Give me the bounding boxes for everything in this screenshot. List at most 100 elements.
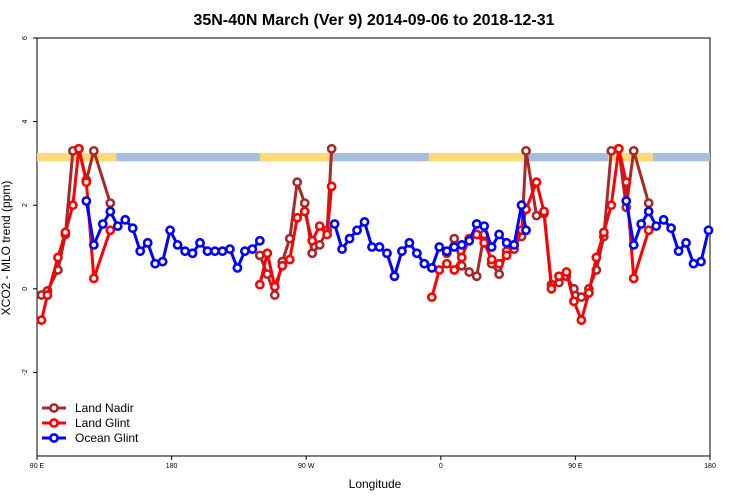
legend-label: Land Nadir — [75, 401, 134, 415]
data-point — [688, 258, 699, 269]
data-point — [344, 233, 355, 244]
data-point — [576, 315, 587, 326]
data-point — [486, 242, 497, 252]
y-tick-label: 6 — [22, 36, 29, 40]
data-point — [494, 269, 505, 280]
data-point — [643, 198, 654, 209]
data-point — [299, 198, 310, 209]
data-point — [195, 237, 205, 248]
data-point — [88, 240, 99, 250]
data-point — [501, 237, 512, 248]
data-point — [509, 240, 519, 250]
data-point — [150, 258, 161, 269]
data-point — [105, 225, 116, 236]
data-point — [606, 200, 617, 211]
data-point — [262, 269, 273, 280]
data-point — [666, 223, 677, 234]
data-point — [434, 265, 445, 275]
series-line — [430, 147, 651, 322]
ocean-band — [37, 152, 710, 162]
x-tick-label: 90 W — [298, 463, 315, 470]
x-tick-label: 180 — [704, 463, 716, 470]
data-point — [210, 246, 220, 257]
data-point — [165, 225, 176, 236]
data-point — [97, 219, 108, 229]
legend-marker — [49, 418, 59, 428]
data-point — [561, 267, 572, 277]
data-point — [628, 273, 639, 284]
data-point — [426, 262, 437, 273]
data-point — [516, 200, 527, 211]
data-point — [135, 246, 146, 257]
data-point — [359, 217, 370, 227]
data-point — [419, 258, 430, 269]
data-point — [374, 242, 385, 252]
data-point — [284, 254, 295, 265]
x-axis-label: Longitude — [349, 477, 402, 491]
data-point — [217, 246, 228, 257]
legend-label: Land Glint — [75, 416, 130, 430]
data-point — [277, 260, 288, 271]
data-point — [449, 233, 460, 244]
x-tick-label: 0 — [439, 463, 443, 470]
data-point — [254, 250, 265, 261]
data-point — [426, 292, 437, 303]
data-point — [269, 281, 280, 292]
x-tick-label: 180 — [166, 463, 178, 470]
land-band-segment — [259, 152, 332, 162]
data-point — [643, 225, 654, 236]
data-point — [546, 283, 557, 294]
data-point — [67, 200, 78, 211]
data-point — [326, 143, 337, 154]
data-point — [658, 214, 669, 225]
series-line — [624, 200, 710, 266]
data-point — [322, 229, 333, 240]
data-point — [576, 292, 587, 303]
legend-label: Ocean Glint — [75, 431, 139, 445]
data-point — [314, 221, 325, 231]
data-point — [292, 177, 303, 188]
data-point — [367, 242, 377, 252]
data-point — [696, 256, 706, 267]
data-point — [628, 240, 639, 250]
series-group — [36, 143, 714, 326]
data-point — [382, 248, 392, 259]
data-point — [73, 143, 84, 154]
data-point — [36, 315, 47, 326]
data-point — [521, 225, 531, 236]
data-point — [643, 206, 654, 217]
data-point — [42, 290, 53, 300]
data-point — [411, 248, 422, 259]
data-point — [127, 223, 138, 234]
data-point — [501, 250, 512, 261]
y-tick-label: 4 — [22, 120, 29, 124]
data-point — [180, 246, 190, 257]
data-point — [262, 248, 273, 259]
data-point — [583, 288, 594, 298]
data-point — [239, 246, 250, 257]
data-point — [606, 145, 617, 156]
data-point — [397, 246, 407, 257]
data-point — [105, 198, 116, 209]
legend-marker — [49, 433, 59, 443]
data-point — [389, 271, 400, 282]
data-point — [112, 221, 123, 231]
data-point — [471, 219, 482, 229]
x-tick-label: 90 E — [30, 463, 45, 470]
data-point — [326, 181, 337, 192]
data-point — [621, 196, 632, 206]
data-point — [494, 258, 505, 269]
land-band-segment — [428, 152, 525, 162]
data-point — [449, 265, 460, 275]
data-point — [232, 262, 243, 273]
data-point — [464, 267, 475, 277]
y-tick-label: -2 — [22, 369, 29, 375]
data-point — [494, 229, 505, 240]
data-point — [531, 177, 542, 188]
data-point — [292, 212, 303, 223]
data-point — [531, 210, 542, 221]
data-point — [299, 206, 310, 217]
data-point — [613, 143, 624, 154]
data-point — [254, 235, 265, 246]
